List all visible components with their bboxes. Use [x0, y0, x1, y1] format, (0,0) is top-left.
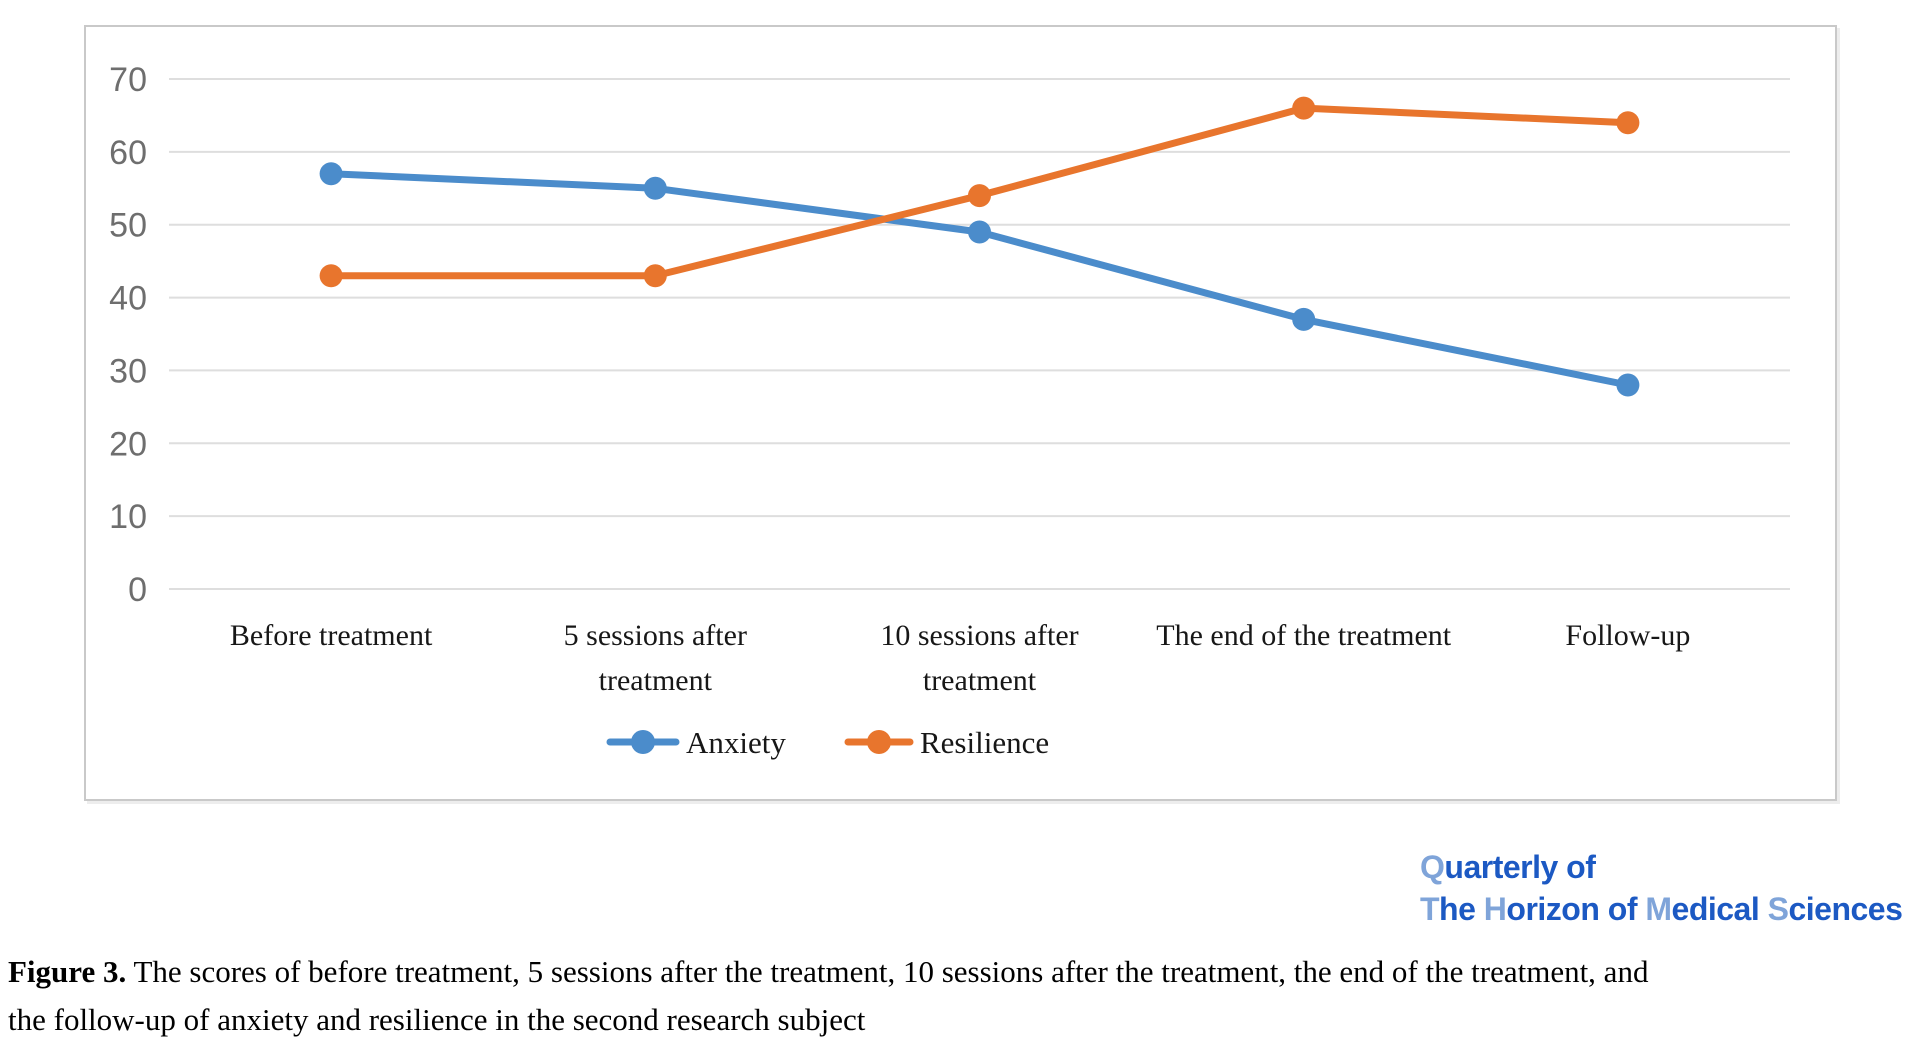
y-tick-label-50: 50 [109, 207, 147, 245]
journal-logo-segment: S [1767, 891, 1789, 927]
data-point-resilience-4 [1616, 111, 1640, 135]
x-category-label-1: 5 sessions after [564, 619, 747, 652]
chart-svg: 0 10 20 30 40 50 60 70 Before treatment 5 session… [109, 61, 1790, 760]
data-point-anxiety-1 [643, 176, 667, 200]
x-category-label-0: Before treatment [230, 619, 433, 652]
x-category-label-2: treatment [923, 664, 1037, 697]
x-category-label-2: 10 sessions after [880, 619, 1078, 652]
figure-caption-line2: the follow-up of anxiety and resilience … [8, 1002, 866, 1037]
figure-caption-line1: The scores of before treatment, 5 sessio… [126, 954, 1649, 989]
legend-label-resilience: Resilience [920, 725, 1049, 760]
x-category-label-3: The end of the treatment [1156, 619, 1452, 652]
y-tick-label-40: 40 [109, 280, 147, 318]
y-tick-label-20: 20 [109, 425, 147, 463]
data-point-resilience-3 [1292, 96, 1316, 120]
y-tick-label-10: 10 [109, 498, 147, 536]
journal-logo-segment: M [1645, 891, 1672, 927]
data-point-resilience-2 [968, 184, 991, 208]
data-point-anxiety-3 [1292, 307, 1316, 331]
journal-logo-segment: T [1420, 891, 1440, 927]
line-chart: 0 10 20 30 40 50 60 70 Before treatment 5 session… [84, 25, 1837, 801]
data-point-anxiety-2 [968, 220, 991, 244]
figure-caption-label: Figure 3. [8, 954, 127, 989]
data-point-anxiety-4 [1616, 373, 1640, 397]
figure-caption: Figure 3. The scores of before treatment… [8, 948, 1918, 1044]
data-point-resilience-0 [319, 264, 343, 288]
journal-logo-segment: edical [1671, 891, 1768, 927]
data-point-anxiety-0 [319, 162, 343, 186]
legend-label-anxiety: Anxiety [686, 725, 786, 760]
journal-logo-segment: Q [1420, 849, 1445, 885]
legend-marker-dot-anxiety [631, 730, 655, 754]
journal-logo: Quarterly of The Horizon of Medical Scien… [1420, 846, 1920, 930]
legend-marker-dot-resilience [867, 730, 891, 754]
journal-logo-segment: he [1439, 891, 1484, 927]
y-tick-label-70: 70 [109, 61, 147, 99]
y-tick-label-0: 0 [128, 571, 147, 609]
journal-logo-line-1: Quarterly of [1420, 846, 1920, 888]
x-category-label-4: Follow-up [1565, 619, 1690, 652]
journal-logo-segment: H [1483, 891, 1507, 927]
journal-logo-segment: orizon of [1506, 891, 1646, 927]
journal-logo-segment: uarterly of [1444, 849, 1596, 885]
x-category-label-1: treatment [599, 664, 713, 697]
data-point-resilience-1 [643, 264, 667, 288]
y-tick-label-30: 30 [109, 352, 147, 390]
y-tick-label-60: 60 [109, 134, 147, 172]
journal-logo-line-2: The Horizon of Medical Sciences [1420, 888, 1920, 930]
journal-logo-segment: ciences [1788, 891, 1903, 927]
